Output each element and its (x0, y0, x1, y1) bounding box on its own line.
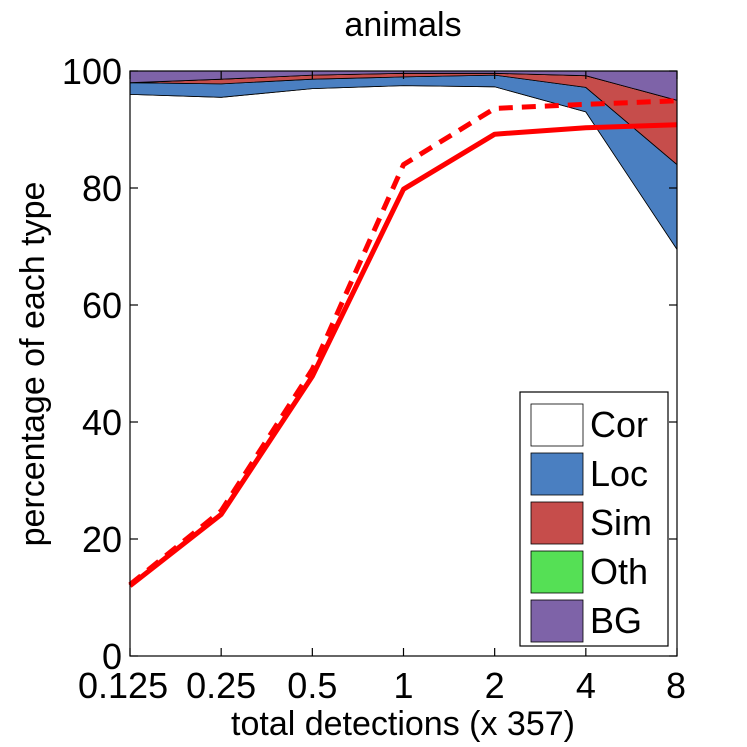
y-tick-label: 0 (102, 636, 122, 677)
y-tick-label: 40 (82, 402, 122, 443)
legend-label-bg: BG (590, 600, 642, 641)
legend: Cor Loc Sim Oth BG (519, 391, 669, 647)
y-tick-label: 100 (62, 51, 122, 92)
y-tick-label: 20 (82, 519, 122, 560)
x-tick-label: 2 (485, 665, 505, 706)
legend-swatch-loc (530, 452, 584, 496)
legend-label-cor: Cor (590, 404, 648, 445)
recall-lines (128, 98, 678, 588)
x-tick-label: 1 (393, 665, 413, 706)
x-axis-label: total detections (x 357) (231, 705, 575, 743)
x-tick-label: 0.25 (186, 665, 256, 706)
x-tick-label: 0.5 (287, 665, 337, 706)
x-tick-label: 4 (576, 665, 596, 706)
legend-swatch-cor (530, 403, 584, 447)
x-tick-label: 8 (666, 665, 686, 706)
y-tick-label: 80 (82, 168, 122, 209)
legend-swatch-oth (530, 550, 584, 594)
legend-label-loc: Loc (590, 453, 648, 494)
ticks: 0 20 40 60 80 100 0.125 0.25 0.5 1 2 4 8 (62, 51, 686, 706)
legend-label-sim: Sim (590, 502, 652, 543)
chart-title: animals (344, 6, 461, 44)
y-axis-label: percentage of each type (14, 182, 52, 547)
recall-line-solid (128, 122, 678, 588)
x-tick-label: 0.125 (78, 665, 168, 706)
legend-swatch-sim (530, 501, 584, 545)
y-tick-label: 60 (82, 285, 122, 326)
legend-swatch-bg (530, 599, 584, 643)
legend-label-oth: Oth (590, 551, 648, 592)
